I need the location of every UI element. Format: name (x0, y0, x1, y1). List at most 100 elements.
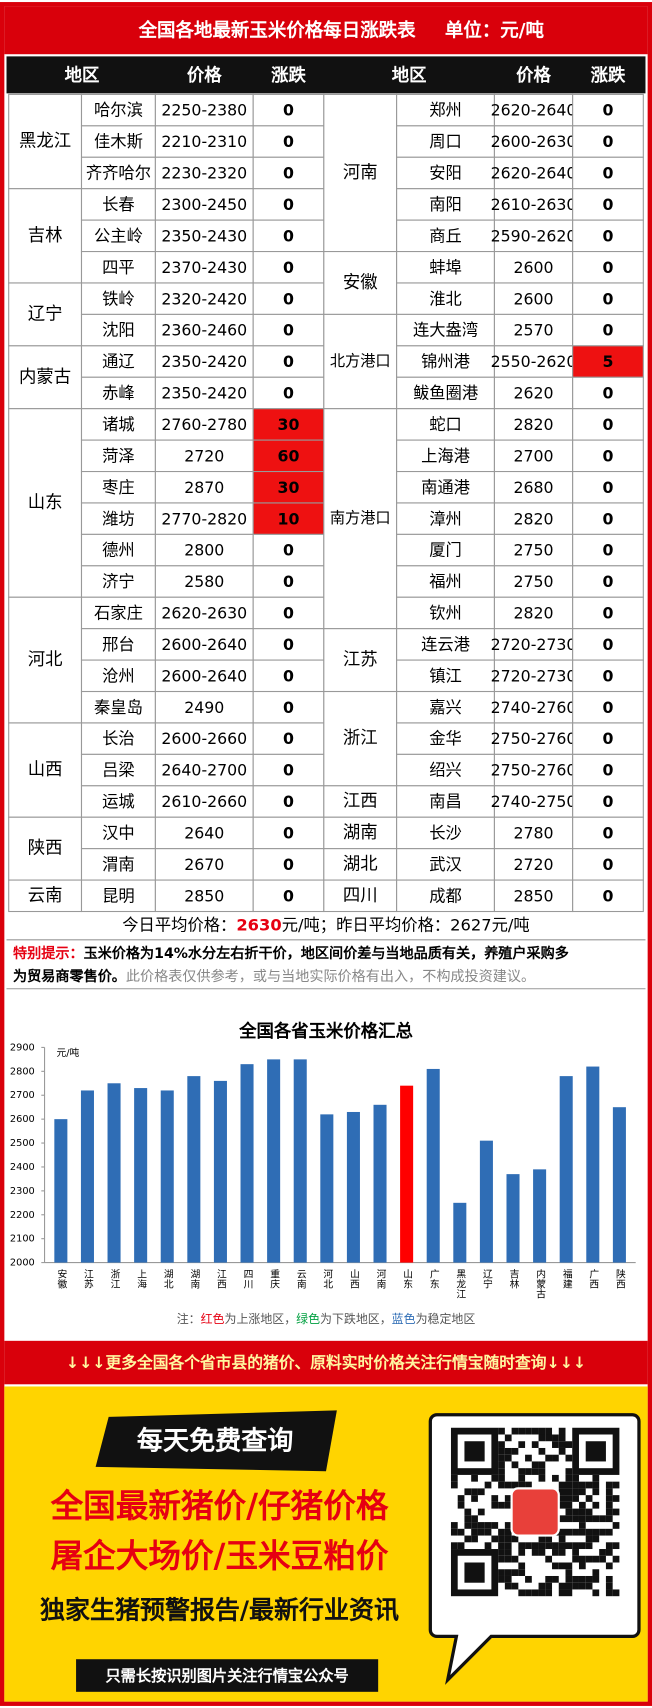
change: 0 (603, 541, 614, 560)
city: 连云港 (421, 635, 470, 654)
city: 邢台 (102, 635, 135, 654)
cell (493, 251, 574, 284)
qr-module (525, 1589, 532, 1597)
qr-module (552, 1441, 559, 1448)
qr-module (518, 1589, 526, 1597)
qr-module (592, 1528, 600, 1536)
city: 沈阳 (102, 321, 135, 340)
price: 2610-2660 (161, 792, 247, 811)
price: 2550-2620 (491, 352, 577, 371)
qr-module (538, 1468, 546, 1475)
region: 河北 (28, 650, 63, 670)
qr-module (471, 1522, 478, 1529)
region: 山西 (28, 760, 63, 780)
cell (154, 282, 254, 315)
cell (493, 848, 574, 881)
cell (154, 313, 254, 347)
cell (493, 722, 574, 755)
qr-module (572, 1575, 579, 1583)
cell (572, 533, 644, 567)
city: 商丘 (429, 226, 462, 245)
qr-module (545, 1555, 553, 1563)
qr-module (578, 1508, 586, 1516)
x-tick-label: 云南 (295, 1269, 307, 1289)
qr-module (504, 1522, 512, 1529)
qr-module (518, 1549, 526, 1556)
x-tick-label: 河北 (321, 1269, 333, 1289)
qr-module (545, 1589, 553, 1597)
cell (396, 188, 495, 221)
price: 2750 (514, 572, 554, 591)
qr-module (504, 1447, 512, 1455)
chart-note: 注：红色为上涨地区，绿色为下跌地区，蓝色为稳定地区 (177, 1311, 476, 1326)
qr-module (599, 1515, 606, 1523)
x-tick-label: 江苏 (82, 1269, 94, 1290)
qr-module (471, 1535, 478, 1543)
cell (252, 879, 325, 913)
cell (154, 502, 254, 535)
qr-module (538, 1589, 546, 1597)
price: 2820 (514, 509, 554, 528)
change: 30 (278, 415, 300, 434)
qr-module (498, 1501, 505, 1509)
qr-module (471, 1474, 478, 1482)
cell (80, 282, 156, 315)
qr-module (538, 1474, 546, 1482)
region: 四川 (343, 886, 378, 906)
qr-module (511, 1569, 519, 1576)
qr-module (450, 1522, 458, 1529)
x-tick-label: 上海 (135, 1269, 147, 1290)
region: 山东 (28, 493, 63, 513)
price: 2370-2430 (161, 258, 247, 277)
qr-module (558, 1495, 566, 1502)
qr-module (578, 1562, 586, 1570)
change: 0 (283, 132, 294, 151)
city: 秦皇岛 (94, 698, 143, 717)
qr-module (612, 1522, 620, 1529)
qr-module (572, 1488, 579, 1496)
change: 0 (603, 384, 614, 403)
qr-module (531, 1427, 539, 1435)
price: 2700 (514, 446, 554, 465)
ad-line: 独家生猪预警报告/最新行业资讯 (40, 1595, 399, 1624)
price: 2680 (514, 478, 554, 497)
qr-module (477, 1522, 485, 1529)
bar (320, 1114, 334, 1263)
change: 0 (283, 855, 294, 874)
qr-module (491, 1501, 499, 1509)
region-cell (323, 408, 398, 630)
city: 济宁 (102, 572, 135, 591)
qr-module (491, 1474, 499, 1482)
qr-module (565, 1488, 573, 1496)
qr-module (605, 1549, 613, 1556)
city: 德州 (102, 541, 135, 560)
badge-bg (95, 1410, 337, 1472)
change: 0 (283, 572, 294, 591)
region: 湖南 (343, 823, 378, 843)
city: 长春 (102, 195, 135, 214)
region-cell (8, 188, 83, 284)
change: 0 (283, 101, 294, 120)
qr-module (477, 1488, 485, 1496)
price: 2350-2420 (161, 384, 247, 403)
footer-bg (76, 1659, 379, 1692)
qr-module (599, 1555, 606, 1563)
price: 2640 (184, 824, 224, 843)
cell (252, 722, 325, 755)
y-tick-label: 2600 (10, 1114, 35, 1125)
qr-module (572, 1481, 579, 1489)
change: 0 (603, 321, 614, 340)
cell (396, 408, 495, 441)
change: 0 (283, 604, 294, 623)
city: 南昌 (429, 792, 462, 811)
qr-module (565, 1481, 573, 1489)
price: 2600-2640 (161, 635, 247, 654)
chart-title: 全国各省玉米价格汇总 (238, 1021, 413, 1042)
bar (107, 1083, 121, 1263)
change: 0 (283, 352, 294, 371)
qr-module (525, 1575, 532, 1583)
change: 0 (603, 289, 614, 308)
qr-finder (464, 1441, 485, 1462)
change: 0 (603, 446, 614, 465)
